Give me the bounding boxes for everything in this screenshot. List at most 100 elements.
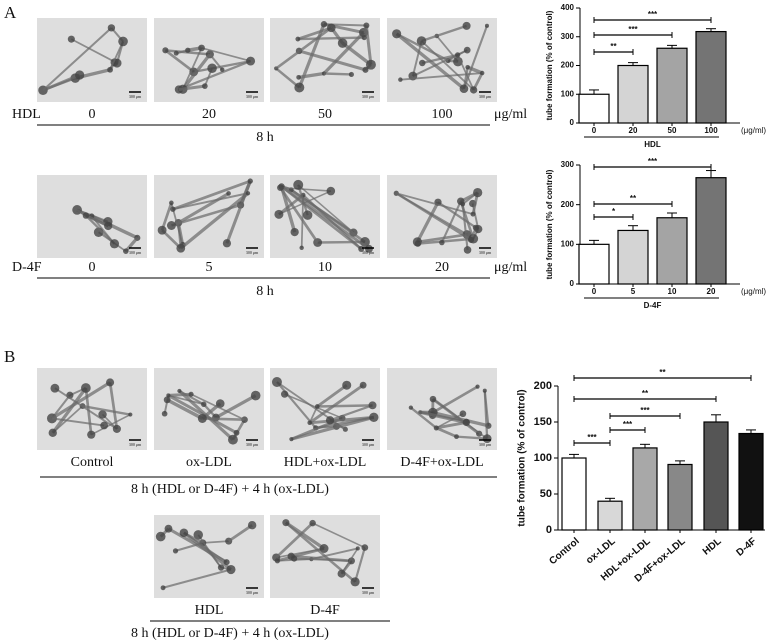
scale-bar-label: 300 μm [246, 442, 259, 447]
dose-label: 5 [206, 260, 213, 275]
time-label: 8 h [256, 130, 274, 145]
tube [166, 398, 204, 420]
micrograph: 300 μm [154, 175, 264, 258]
x-tick-label: ox-LDL [584, 536, 617, 567]
tube [201, 47, 251, 62]
cell-cluster [347, 557, 355, 565]
cell-cluster [472, 224, 479, 231]
cell-cluster [350, 577, 360, 587]
cell-cluster [246, 56, 256, 66]
micrograph-bg [37, 18, 147, 102]
micrograph: 300 μm [37, 18, 147, 102]
cell-cluster [289, 437, 294, 442]
tube [354, 547, 366, 583]
y-tick-label: 100 [561, 239, 575, 248]
tube [160, 202, 173, 231]
sig-label: ** [610, 42, 617, 51]
tube [316, 384, 348, 408]
tube [340, 548, 359, 575]
cell-cluster [392, 29, 402, 39]
scale-bar-label: 300 μm [246, 590, 259, 595]
tube [395, 192, 472, 241]
cell-cluster [299, 245, 304, 250]
sig-label: ** [630, 194, 637, 203]
tube [419, 410, 467, 425]
micrograph: 300 μm [270, 175, 380, 258]
tube [172, 179, 251, 211]
tube [280, 185, 363, 250]
cell-cluster [202, 83, 208, 89]
sig-label: *** [587, 433, 597, 442]
tube [417, 237, 474, 245]
scale-bar-label: 300 μm [246, 94, 259, 99]
dose-label: 0 [89, 107, 96, 122]
tube [297, 36, 365, 41]
cell-cluster [176, 243, 186, 253]
scale-bar-label: 300 μm [129, 442, 142, 447]
cell-cluster [215, 399, 225, 408]
cell-cluster [161, 410, 168, 417]
cell-cluster [169, 200, 174, 206]
cell-cluster [470, 211, 476, 217]
x-tick-label: Control [547, 536, 581, 567]
cell-cluster [462, 21, 471, 30]
cell-cluster [107, 24, 116, 32]
y-tick-label: 200 [561, 200, 575, 209]
tube [70, 38, 118, 64]
cell-cluster [81, 383, 91, 393]
condition-label: HDL+ox-LDL [284, 455, 367, 470]
y-axis-label: tube formation (% of control) [545, 169, 554, 279]
tube [432, 385, 479, 414]
tube [302, 194, 362, 250]
tube [178, 390, 205, 406]
tube [396, 32, 449, 62]
x-tick-label: HDL [701, 536, 724, 558]
cell-cluster [82, 212, 90, 219]
tube [51, 381, 111, 420]
bar [617, 229, 649, 285]
cell-cluster [296, 74, 302, 80]
cell-cluster [325, 416, 335, 425]
sig-label: ** [642, 389, 649, 398]
cell-cluster [484, 23, 489, 28]
tube [417, 233, 468, 244]
x-tick-label: 20 [629, 126, 638, 135]
tube [297, 26, 332, 41]
bar [695, 177, 727, 285]
cell-cluster [337, 569, 346, 578]
cell-cluster [185, 47, 191, 53]
cell-cluster [459, 84, 469, 94]
cell-cluster [193, 530, 204, 540]
cell-cluster [98, 410, 107, 419]
tube [124, 236, 139, 253]
cell-cluster [359, 381, 367, 389]
cell-cluster [67, 35, 75, 43]
tube [275, 26, 333, 70]
sig-label: *** [628, 25, 638, 34]
x-unit: (μg/ml) [741, 287, 766, 296]
tube [298, 49, 366, 72]
tube [317, 404, 373, 408]
tube [164, 49, 195, 73]
cell-cluster [361, 544, 369, 551]
scale-bar-label: 300 μm [246, 250, 259, 255]
dose-label: 20 [435, 260, 449, 275]
cell-cluster [482, 434, 492, 444]
micrograph: 300 μm [37, 368, 147, 450]
micrograph: 300 μm [270, 18, 380, 102]
condition-label: Control [71, 455, 114, 470]
tube [294, 557, 352, 562]
bar [578, 243, 610, 285]
cell-cluster [326, 23, 336, 33]
cell-cluster [419, 59, 426, 67]
x-tick-label: 5 [631, 287, 636, 296]
bar [656, 217, 688, 285]
condition-label: ox-LDL [186, 455, 232, 470]
micrograph: 300 μm [387, 18, 497, 102]
cell-cluster [362, 66, 369, 73]
tube [308, 406, 319, 424]
time-label: 8 h (HDL or D-4F) + 4 h (ox-LDL) [131, 626, 329, 641]
cell-cluster [100, 421, 109, 430]
micrograph: 300 μm [154, 515, 264, 598]
